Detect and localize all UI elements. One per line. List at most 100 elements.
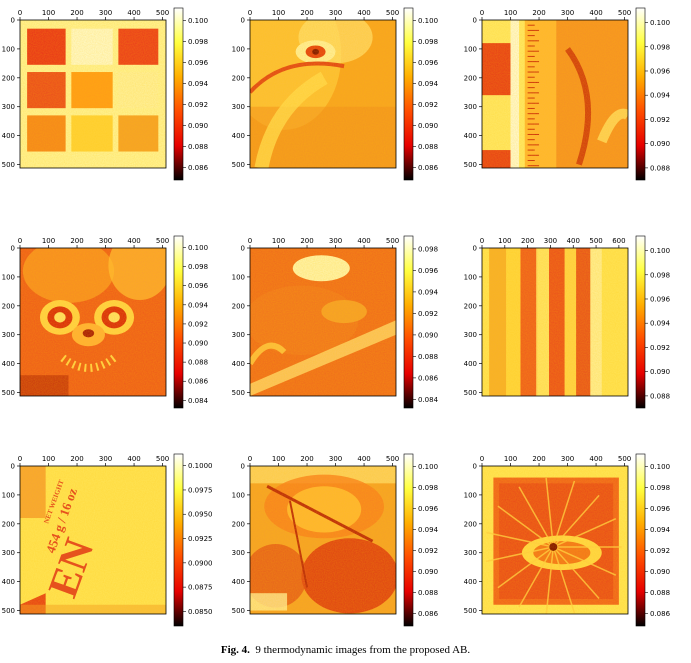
y-tick-label: 100 [464, 491, 477, 499]
y-tick-label: 200 [2, 520, 15, 528]
colorbar [173, 453, 184, 627]
colorbar-tick-label: 0.096 [650, 505, 671, 513]
colorbar [403, 453, 414, 627]
x-tick-label: 400 [127, 455, 140, 463]
colorbar-tick-label: 0.094 [418, 80, 439, 88]
y-tick-label: 100 [464, 273, 477, 281]
y-tick-label: 0 [11, 245, 15, 253]
colorbar-tick-label: 0.096 [188, 59, 209, 67]
colorbar [173, 235, 184, 409]
colorbar-tick-label: 0.086 [418, 164, 439, 172]
colorbar-tick-label: 0.090 [650, 568, 670, 576]
x-tick-label: 500 [156, 9, 169, 17]
x-tick-label: 300 [99, 9, 112, 17]
colorbar-tick-label: 0.086 [418, 610, 439, 618]
y-tick-label: 200 [2, 74, 15, 82]
y-tick-label: 0 [473, 17, 477, 25]
y-tick-label: 100 [2, 491, 15, 499]
y-tick-label: 100 [232, 45, 245, 53]
x-tick-label: 100 [42, 455, 55, 463]
colorbar-tick-label: 0.090 [418, 331, 438, 339]
colorbar-tick-label: 0.094 [418, 288, 439, 296]
heatmap-svg: 0 100 200 300 400 500 0 100 200 300 400 500 0.086 0.0… [232, 453, 439, 627]
colorbar-tick-label: 0.098 [650, 484, 670, 492]
y-tick-label: 500 [232, 389, 245, 397]
y-tick-label: 500 [2, 389, 15, 397]
x-tick-label: 300 [99, 237, 112, 245]
colorbar-tick-label: 0.092 [650, 344, 670, 352]
y-tick-label: 400 [464, 578, 477, 586]
colorbar-tick-label: 0.092 [650, 547, 670, 555]
x-tick-label: 100 [504, 455, 517, 463]
x-tick-label: 100 [272, 455, 285, 463]
y-tick-label: 500 [2, 607, 15, 615]
y-tick-label: 0 [241, 463, 245, 471]
x-tick-label: 100 [504, 9, 517, 17]
x-tick-label: 100 [42, 237, 55, 245]
colorbar-tick-label: 0.094 [418, 526, 439, 534]
colorbar-tick-label: 0.0950 [188, 511, 213, 519]
colorbar-tick-label: 0.100 [418, 17, 438, 25]
x-tick-label: 0 [248, 455, 252, 463]
y-tick-label: 500 [464, 389, 477, 397]
heatmap-panel: 0 100 200 300 400 500 600 0 100 200 300 400 500 0.088… [464, 232, 691, 444]
heatmap-svg: 0 100 200 300 400 500 0 100 200 300 400 500 0.0850 0.… [2, 453, 213, 627]
colorbar-tick-label: 0.092 [418, 101, 438, 109]
y-tick-label: 300 [464, 549, 477, 557]
heatmap-svg: 0 100 200 300 400 500 0 100 200 300 400 500 0.086 0.0… [464, 453, 671, 627]
colorbar-tick-label: 0.090 [650, 140, 670, 148]
colorbar-tick-label: 0.088 [650, 164, 670, 172]
colorbar [635, 453, 646, 627]
x-tick-label: 600 [612, 237, 625, 245]
y-tick-label: 0 [473, 463, 477, 471]
x-tick-label: 300 [99, 455, 112, 463]
colorbar-tick-label: 0.098 [188, 38, 208, 46]
heatmap-svg: 0 100 200 300 400 500 0 100 200 300 400 500 0.086 0.0… [2, 7, 209, 181]
heatmap-image [481, 19, 629, 169]
y-tick-label: 300 [2, 103, 15, 111]
colorbar-tick-label: 0.096 [650, 295, 671, 303]
y-tick-label: 400 [2, 360, 15, 368]
colorbar-tick-label: 0.100 [650, 463, 670, 471]
x-tick-label: 100 [272, 9, 285, 17]
y-tick-label: 200 [464, 302, 477, 310]
colorbar-tick-label: 0.096 [418, 267, 439, 275]
colorbar-tick-label: 0.094 [188, 301, 209, 309]
x-tick-label: 400 [357, 455, 370, 463]
x-tick-label: 0 [248, 237, 252, 245]
colorbar-tick-label: 0.092 [188, 320, 208, 328]
x-tick-label: 100 [42, 9, 55, 17]
y-tick-label: 100 [464, 45, 477, 53]
colorbar-tick-label: 0.0900 [188, 559, 213, 567]
y-tick-label: 400 [232, 360, 245, 368]
colorbar-tick-label: 0.086 [188, 164, 209, 172]
x-tick-label: 100 [498, 237, 511, 245]
x-tick-label: 200 [70, 455, 83, 463]
colorbar-tick-label: 0.088 [418, 353, 438, 361]
colorbar-tick-label: 0.100 [188, 17, 208, 25]
y-tick-label: 100 [232, 273, 245, 281]
colorbar-tick-label: 0.096 [418, 505, 439, 513]
y-tick-label: 400 [2, 578, 15, 586]
colorbar-tick-label: 0.100 [650, 247, 670, 255]
x-tick-label: 400 [589, 455, 602, 463]
x-tick-label: 200 [70, 9, 83, 17]
heatmap-image [481, 465, 629, 615]
x-tick-label: 400 [127, 237, 140, 245]
y-tick-label: 300 [232, 549, 245, 557]
colorbar-tick-label: 0.090 [418, 568, 438, 576]
colorbar-tick-label: 0.098 [188, 263, 208, 271]
colorbar-tick-label: 0.0975 [188, 486, 213, 494]
colorbar-tick-label: 0.092 [188, 101, 208, 109]
x-tick-label: 500 [156, 237, 169, 245]
y-tick-label: 0 [11, 463, 15, 471]
colorbar-tick-label: 0.088 [188, 143, 208, 151]
colorbar-tick-label: 0.092 [650, 116, 670, 124]
x-tick-label: 0 [480, 9, 484, 17]
x-tick-label: 300 [544, 237, 557, 245]
colorbar-tick-label: 0.0875 [188, 584, 213, 592]
x-tick-label: 0 [18, 237, 22, 245]
colorbar-tick-label: 0.096 [188, 282, 209, 290]
x-tick-label: 500 [156, 455, 169, 463]
colorbar-tick-label: 0.090 [188, 340, 208, 348]
